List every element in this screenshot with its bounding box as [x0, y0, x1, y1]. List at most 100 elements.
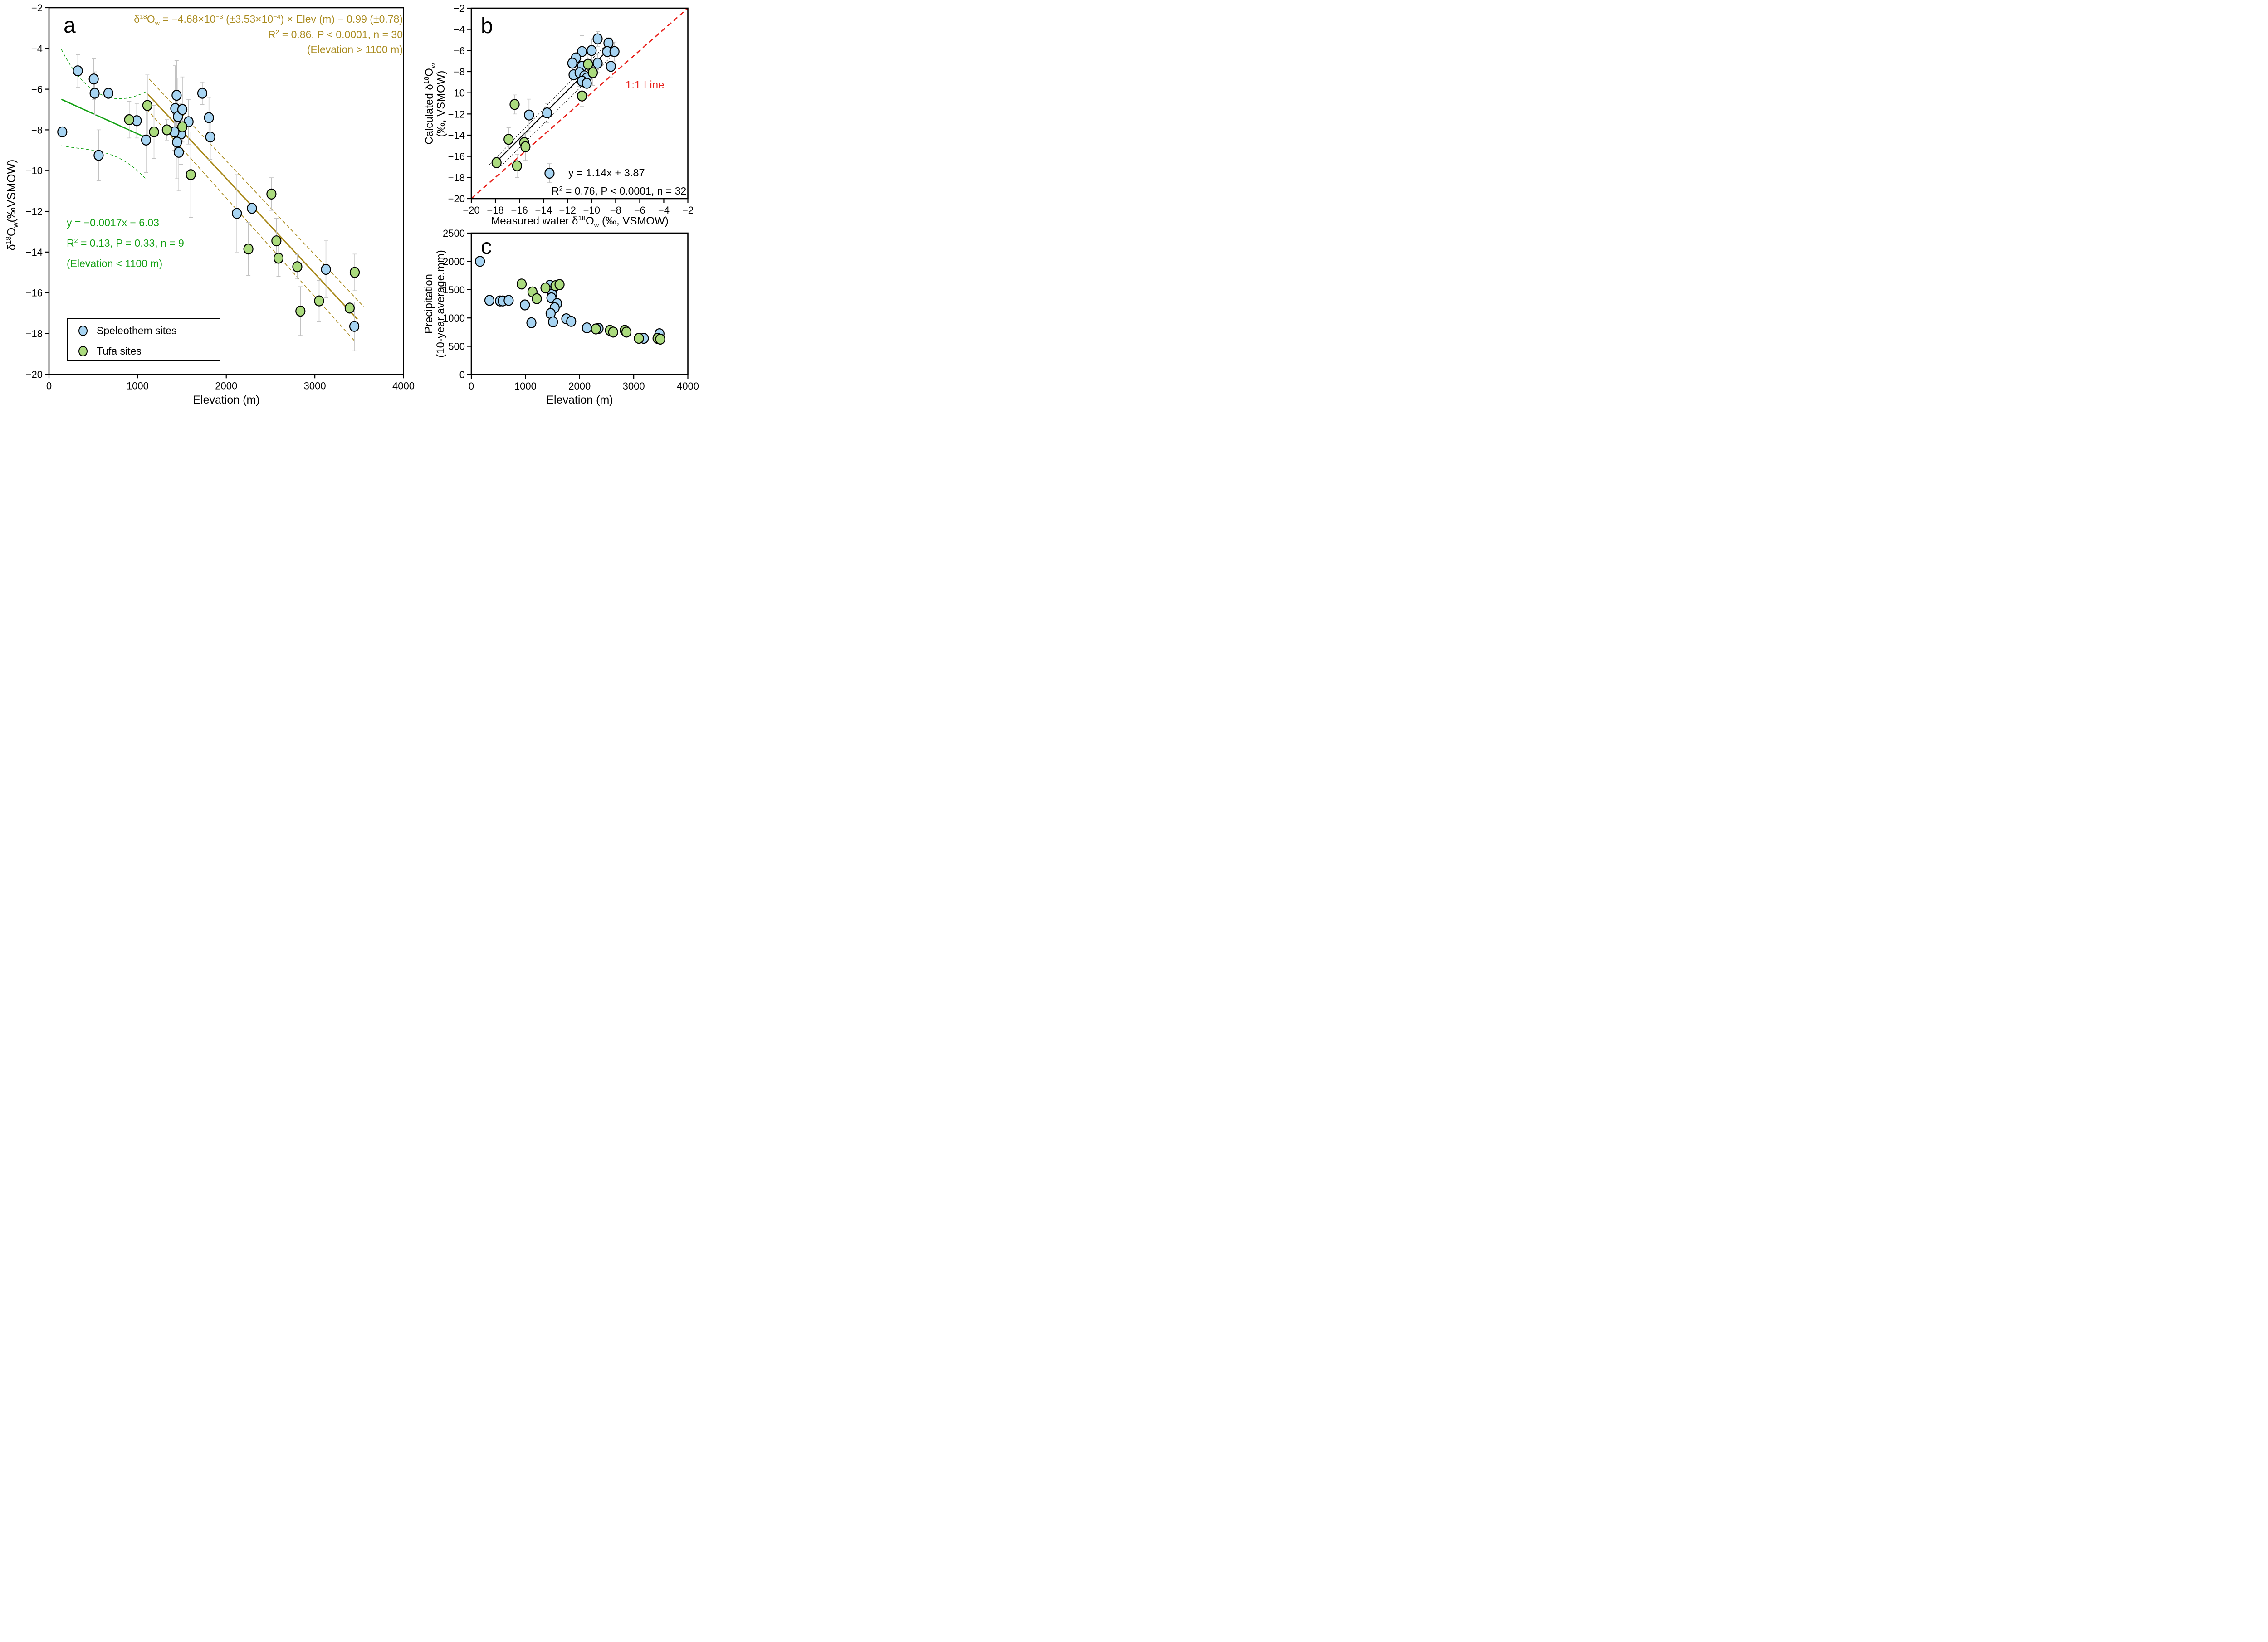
data-point-tufa: [512, 160, 522, 171]
data-point-tufa: [295, 305, 306, 317]
series-tufa: [124, 100, 360, 317]
text-segment: δ: [134, 13, 140, 25]
data-point-speleothem: [592, 58, 603, 69]
data-point-tufa: [314, 295, 324, 307]
data-point-tufa: [532, 293, 542, 304]
low-elev-condition: (Elevation < 1100 m): [67, 258, 163, 269]
y-tick-label: −12: [26, 206, 43, 217]
panel-b-letter: b: [481, 14, 493, 38]
y-tick-label: −14: [448, 130, 465, 141]
x-tick-label: 1000: [514, 380, 537, 392]
y-tick-label: 2000: [443, 256, 465, 267]
figure: 0 1000 2000 3000 4000 −2 −4 −6 −8 −10 −12 −14 −16 −18…: [0, 0, 699, 410]
y-tick-label: −18: [26, 328, 43, 339]
panel-b-stats: R2 = 0.76, P < 0.0001, n = 32: [552, 185, 686, 197]
regression-annotation-low-elevation: y = −0.0017x − 6.03 R2 = 0.13, P = 0.33,…: [67, 213, 184, 274]
one-to-one-label: 1:1 Line: [626, 79, 665, 91]
text-segment: w: [594, 221, 599, 229]
data-point-speleothem: [89, 88, 100, 99]
x-tick-label: −10: [583, 205, 600, 216]
y-tick-label: −20: [448, 193, 465, 205]
x-tick-label: 2000: [568, 380, 591, 392]
data-point-speleothem: [73, 65, 83, 77]
fit-ci-upper: [489, 38, 612, 165]
data-point-speleothem: [474, 256, 485, 267]
data-point-tufa: [142, 100, 152, 111]
text-segment: ) × Elev (m) − 0.99 (±0.78): [280, 13, 403, 25]
panel-b-y-axis-title: Calculated δ18Ow (‰, VSMOW): [423, 63, 447, 144]
y-tick-label: −6: [454, 45, 465, 56]
data-point-tufa: [608, 326, 618, 338]
data-point-tufa: [243, 244, 254, 255]
text-segment: δ: [5, 244, 18, 251]
legend: Speleothem sites Tufa sites: [67, 318, 220, 361]
data-point-tufa: [509, 99, 520, 110]
data-point-tufa: [161, 124, 172, 136]
data-point-tufa: [587, 67, 598, 78]
x-tick-label: −18: [487, 205, 503, 216]
data-point-speleothem: [197, 88, 208, 99]
data-point-speleothem: [544, 167, 555, 179]
data-point-speleothem: [609, 46, 620, 57]
data-point-tufa: [503, 134, 514, 145]
series-tufa: [516, 278, 665, 345]
regression-annotation-high-elevation: δ18Ow = −4.68×10−3 (±3.53×10−4) × Elev (…: [134, 12, 403, 58]
figure-canvas: 0 1000 2000 3000 4000 −2 −4 −6 −8 −10 −12 −14 −16 −18…: [26, 2, 699, 392]
data-point-tufa: [124, 114, 134, 126]
data-point-speleothem: [88, 73, 99, 85]
panel-c: 0 1000 2000 3000 4000 0 500 1000 1500 2000 2500: [443, 228, 699, 392]
data-point-speleothem: [171, 89, 182, 101]
data-point-tufa: [491, 157, 502, 168]
text-segment: Measured water δ: [491, 215, 578, 227]
text-segment: 18: [578, 215, 586, 222]
panel-b-y-axis-title-line1: Calculated δ18Ow: [423, 63, 437, 144]
y-tick-label: −16: [26, 287, 43, 299]
text-segment: = 0.86, P < 0.0001, n = 30: [279, 28, 403, 40]
high-elev-equation: δ18Ow = −4.68×10−3 (±3.53×10−4) × Elev (…: [134, 12, 403, 27]
data-point-speleothem: [321, 263, 331, 275]
data-point-speleothem: [484, 295, 495, 306]
data-point-tufa: [577, 90, 587, 102]
y-tick-label: −12: [448, 108, 465, 120]
data-point-tufa: [177, 121, 188, 132]
text-segment: (±3.53×10: [223, 13, 274, 25]
panel-b-equation: y = 1.14x + 3.87: [568, 167, 645, 179]
data-point-speleothem: [172, 136, 182, 148]
plot-frame-b: [470, 7, 689, 200]
y-tick-label: 2500: [443, 228, 465, 239]
x-tick-label: −4: [658, 205, 670, 216]
data-point-speleothem: [524, 109, 534, 121]
data-point-speleothem: [247, 203, 257, 214]
panel-a-x-axis-title: Elevation (m): [193, 394, 260, 406]
data-point-tufa: [266, 188, 277, 200]
data-point-tufa: [186, 169, 196, 180]
panel-c-y-axis-title-line2: (10-year average,mm): [435, 250, 447, 358]
fit-ci-lower: [500, 51, 617, 167]
x-tick-label: −6: [634, 205, 645, 216]
x-tick-label: −16: [511, 205, 528, 216]
data-point-tufa: [520, 141, 531, 152]
panel-a: 0 1000 2000 3000 4000 −2 −4 −6 −8 −10 −12 −14 −16 −18…: [26, 2, 415, 391]
text-segment: w: [12, 222, 20, 228]
text-segment: O: [423, 68, 435, 77]
text-segment: w: [155, 19, 160, 27]
y-tick-label: −2: [454, 3, 465, 14]
data-point-tufa: [621, 326, 632, 338]
data-point-speleothem: [141, 134, 152, 146]
text-segment: R: [552, 185, 559, 197]
data-point-tufa: [292, 261, 303, 273]
data-point-speleothem: [177, 104, 188, 115]
text-segment: 2: [74, 237, 78, 245]
green-fit-line: [61, 98, 147, 139]
y-tick-label: 0: [459, 369, 465, 380]
series-speleothem: [57, 65, 360, 332]
data-point-speleothem: [587, 45, 597, 56]
data-point-speleothem: [93, 150, 104, 161]
olive-ci-lower: [147, 109, 355, 341]
y-tick-label: −8: [31, 124, 43, 136]
y-tick-label: −14: [26, 247, 43, 258]
text-segment: = −4.68×10: [160, 13, 216, 25]
data-point-speleothem: [577, 46, 587, 57]
tufa-marker-icon: [78, 346, 88, 356]
data-point-speleothem: [205, 132, 215, 143]
